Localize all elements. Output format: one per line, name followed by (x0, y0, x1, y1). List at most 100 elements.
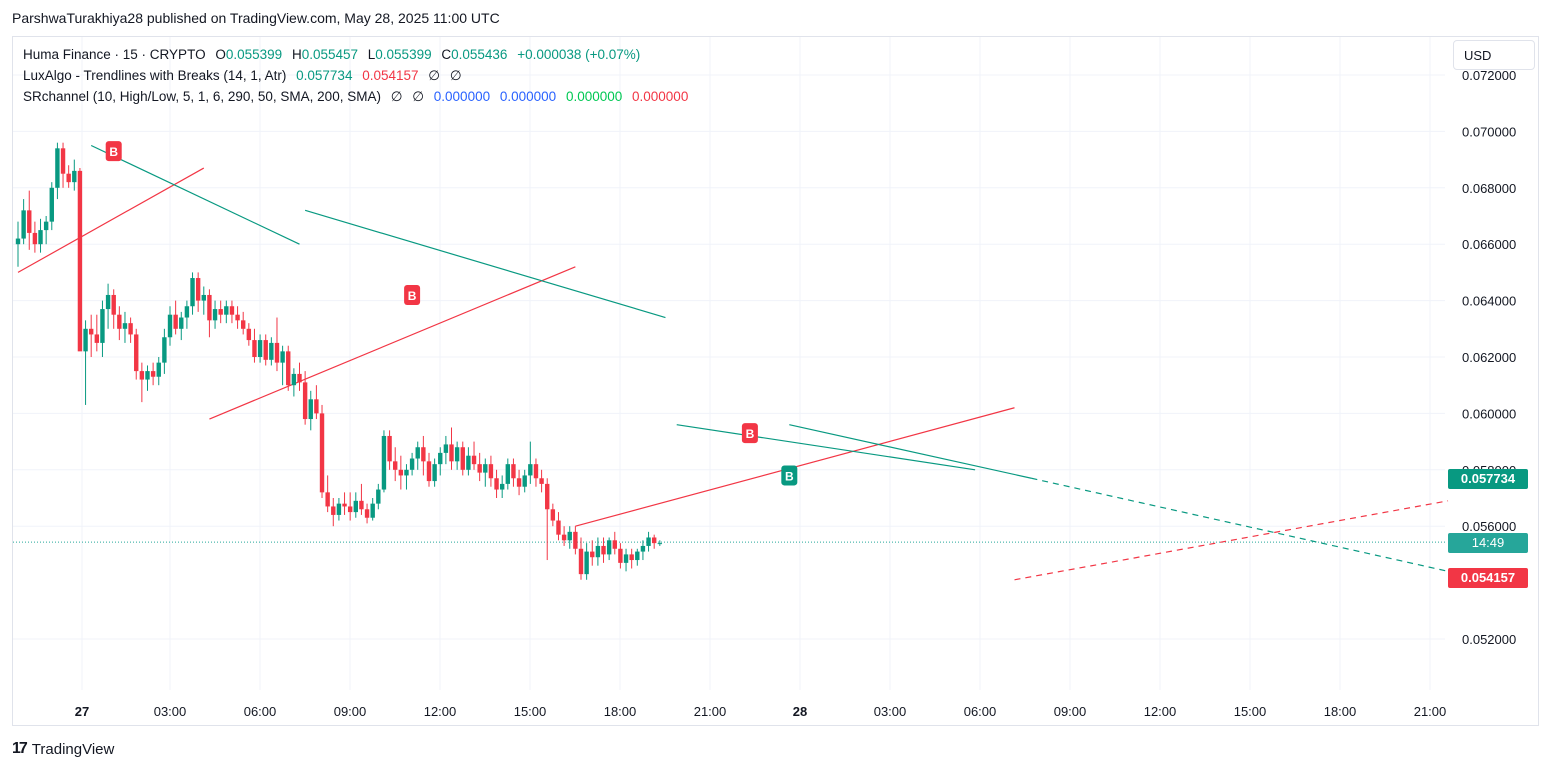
candle-body (201, 294, 206, 301)
high-value: 0.055457 (301, 47, 358, 62)
candle-body (325, 492, 330, 507)
candle-body (100, 309, 105, 343)
candle-body (319, 413, 325, 493)
break-marker-bearish-label: B (109, 145, 118, 159)
candle-body (94, 334, 100, 343)
resistance-trendline (304, 209, 666, 319)
candle-body (145, 371, 150, 380)
candle-body (207, 294, 212, 321)
candle-body (454, 447, 460, 462)
candle-body (252, 340, 257, 357)
x-tick-label: 18:00 (1324, 704, 1357, 719)
candle-body (387, 435, 392, 462)
candle-body (483, 464, 488, 473)
candle-body (359, 500, 364, 510)
candle-body (263, 340, 268, 360)
candle-body (651, 537, 657, 544)
y-axis: 0.072000 0.070000 0.068000 0.066000 0.064000… (1462, 68, 1516, 647)
indicator-2-value-2: ∅ (412, 89, 425, 104)
candle-body (561, 534, 567, 541)
candle-body (314, 399, 319, 414)
publish-credit: ParshwaTurakhiya28 published on TradingV… (12, 10, 500, 26)
candle-body (280, 351, 285, 363)
candle-body (128, 323, 133, 335)
candle-body (370, 503, 375, 518)
candle-body (274, 342, 280, 363)
tradingview-brand: TradingView (31, 740, 115, 758)
candle-body (376, 489, 381, 504)
support-trendline (209, 266, 576, 420)
candle-body (646, 537, 651, 546)
x-tick-label: 03:00 (154, 704, 187, 719)
indicator-2-value-3: 0.000000 (433, 89, 491, 104)
break-marker-bullish (781, 465, 798, 486)
tradingview-logo[interactable]: 17 TradingView (12, 740, 114, 758)
currency-button[interactable]: USD (1453, 40, 1535, 70)
resistance-trendline (676, 424, 976, 471)
candle-body (353, 500, 358, 513)
grid-lines (13, 37, 1445, 690)
candle-body (342, 503, 347, 507)
support-trendline-projection (1014, 500, 1449, 581)
y-tick-label: 0.062000 (1462, 350, 1516, 365)
chart-legend: Huma Finance · 15 · CRYPTO O0.055399 H0.… (23, 44, 688, 107)
candle-body (635, 551, 640, 561)
candle-body (167, 314, 173, 338)
candle-body (364, 509, 370, 518)
lower-trendline-price-tag: 0.054157 (1448, 568, 1528, 588)
candle-body (629, 554, 634, 561)
y-tick-label: 0.052000 (1462, 632, 1516, 647)
candle-body (212, 309, 218, 321)
candle-body (550, 509, 556, 521)
legend-indicator-1[interactable]: LuxAlgo - Trendlines with Breaks (14, 1,… (23, 65, 688, 86)
candle-body (522, 475, 527, 487)
candle-body (297, 373, 302, 383)
legend-symbol-row: Huma Finance · 15 · CRYPTO O0.055399 H0.… (23, 44, 688, 65)
x-tick-label: 15:00 (1234, 704, 1267, 719)
candle-body (83, 328, 88, 352)
candle-body (516, 478, 522, 487)
break-marker-bullish-label: B (785, 469, 794, 483)
x-tick-label: 12:00 (424, 704, 457, 719)
legend-indicator-2[interactable]: SRchannel (10, High/Low, 5, 1, 6, 290, 5… (23, 86, 688, 107)
candle-body (545, 483, 550, 510)
candle-body (134, 334, 139, 372)
candle-body (173, 314, 178, 329)
candle-body (567, 531, 572, 541)
candle-body (421, 447, 426, 462)
candle-body (488, 464, 494, 479)
candle-body (21, 210, 26, 239)
candle-body (195, 278, 201, 301)
x-tick-label: 09:00 (1054, 704, 1087, 719)
y-tick-label: 0.066000 (1462, 237, 1516, 252)
candle-body (578, 548, 584, 575)
candle-body (426, 461, 432, 482)
candle-body (72, 170, 77, 183)
candle-body (477, 464, 482, 473)
candle-body (409, 458, 415, 470)
candle-body (308, 399, 313, 420)
open-value: 0.055399 (225, 47, 283, 62)
change-value: +0.000038 (+0.07%) (517, 47, 641, 62)
x-tick-label: 09:00 (334, 704, 367, 719)
y-tick-label: 0.068000 (1462, 181, 1516, 196)
candle-body (229, 306, 235, 315)
candle-body (286, 351, 291, 386)
symbol-name[interactable]: Huma Finance · 15 · CRYPTO (23, 47, 206, 62)
candle-body (218, 309, 223, 315)
indicator-1-value-1: 0.057734 (296, 68, 353, 83)
candle-body (55, 148, 60, 188)
y-tick-label: 0.056000 (1462, 519, 1516, 534)
break-marker-bearish-label: B (746, 427, 755, 441)
candle-body (190, 278, 195, 307)
candle-body (398, 469, 404, 476)
candle-body (257, 340, 263, 357)
candle-body (291, 373, 297, 386)
candle-body (443, 444, 449, 453)
candle-body (235, 314, 240, 321)
candle-body (43, 221, 49, 231)
x-tick-label: 21:00 (1414, 704, 1447, 719)
candle-body (336, 503, 342, 515)
indicator-2-name: SRchannel (10, High/Low, 5, 1, 6, 290, 5… (23, 89, 381, 104)
